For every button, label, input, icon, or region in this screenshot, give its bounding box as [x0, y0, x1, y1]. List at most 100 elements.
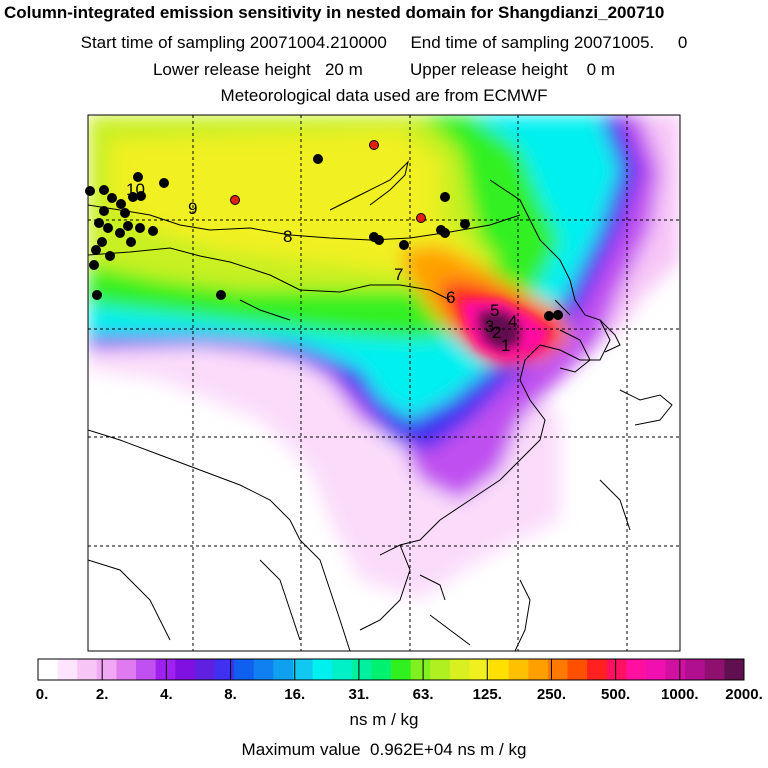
colorbar-segment	[351, 659, 372, 680]
trajectory-label: 2	[492, 323, 501, 342]
trajectory-dot	[120, 208, 130, 218]
colorbar-tick-label: 500.	[601, 686, 631, 703]
colorbar-tick-label: 2000.	[725, 686, 763, 703]
meteo-source-line: Meteorological data used are from ECMWF	[220, 86, 548, 105]
colorbar-segment	[312, 659, 333, 680]
colorbar-tick-label: 2.	[95, 686, 109, 703]
colorbar-tick-label: 8.	[224, 686, 237, 703]
colorbar-segment	[469, 659, 490, 680]
trajectory-label: 7	[394, 265, 403, 284]
maximum-value-line: Maximum value 0.962E+04 ns m / kg	[241, 740, 527, 759]
trajectory-dot	[115, 228, 125, 238]
plot-title: Column-integrated emission sensitivity i…	[4, 3, 665, 22]
colorbar-units: ns m / kg	[349, 710, 419, 729]
sampling-time-line: Start time of sampling 20071004.210000 E…	[80, 33, 688, 52]
trajectory-dot	[116, 199, 126, 209]
colorbar-tick-label: 63.	[412, 686, 434, 703]
trajectory-dot	[85, 186, 95, 196]
emission-sensitivity-field	[88, 115, 680, 651]
trajectory-dot	[374, 235, 384, 245]
trajectory-dot	[97, 237, 107, 247]
trajectory-dot	[553, 310, 563, 320]
colorbar-segment	[685, 659, 706, 680]
colorbar-segment	[704, 659, 725, 680]
trajectory-dot	[91, 245, 101, 255]
trajectory-dot	[99, 185, 109, 195]
colorbar-tick-label: 0.	[35, 686, 49, 703]
colorbar-segment	[391, 659, 412, 680]
trajectory-dot	[440, 228, 450, 238]
trajectory-dot	[89, 260, 99, 270]
colorbar-segment	[547, 659, 568, 680]
colorbar-segment	[273, 659, 294, 680]
colorbar-segment	[175, 659, 196, 680]
colorbar-segment	[430, 659, 451, 680]
colorbar-segment	[410, 659, 431, 680]
trajectory-label: 8	[283, 227, 292, 246]
trajectory-dot	[103, 223, 113, 233]
coastlines-and-borders	[88, 160, 673, 651]
colorbar-tick-label: 4.	[160, 686, 173, 703]
trajectory-dot	[123, 221, 133, 231]
colorbar-segment	[371, 659, 392, 680]
trajectory-dot-highlight	[369, 140, 379, 150]
colorbar-tick-label: 1000.	[661, 686, 699, 703]
colorbar-segment	[214, 659, 235, 680]
colorbar-tick-label: 16.	[284, 686, 306, 703]
trajectory-dot	[460, 219, 470, 229]
colorbar-segment	[116, 659, 137, 680]
colorbar-tick-label: 250.	[536, 686, 567, 703]
trajectory-label: 10	[126, 180, 145, 199]
colorbar-segment	[626, 659, 647, 680]
trajectory-label: 4	[508, 312, 517, 331]
release-height-line: Lower release height 20 m Upper release …	[152, 60, 616, 79]
trajectory-dot	[313, 154, 323, 164]
lat-lon-grid	[88, 115, 680, 651]
colorbar-tick-label: 31.	[348, 686, 370, 703]
colorbar-segment	[136, 659, 157, 680]
trajectory-dot	[107, 193, 117, 203]
trajectory-dot	[94, 218, 104, 228]
colorbar-segment	[587, 659, 608, 680]
colorbar-segment	[528, 659, 549, 680]
trajectory-dots	[85, 140, 563, 321]
colorbar-border	[37, 658, 745, 681]
colorbar-segment	[292, 659, 314, 680]
colorbar-segment	[508, 659, 529, 680]
colorbar-segment	[194, 659, 215, 680]
colorbar-segment	[77, 659, 98, 680]
trajectory-label: 6	[446, 288, 455, 307]
trajectory-dot	[159, 178, 169, 188]
colorbar-segment	[38, 659, 59, 680]
colorbar-segment	[606, 659, 627, 680]
colorbar-segment	[155, 659, 176, 680]
colorbar-segment	[57, 659, 78, 680]
trajectory-dot	[105, 251, 115, 261]
trajectory-dot	[544, 311, 554, 321]
colorbar-segment	[332, 659, 353, 680]
trajectory-dot	[440, 192, 450, 202]
trajectory-dot	[399, 240, 409, 250]
trajectory-dot	[133, 172, 143, 182]
trajectory-label: 3	[485, 317, 494, 336]
trajectory-dot	[136, 191, 146, 201]
trajectory-dot-highlight	[230, 195, 240, 205]
trajectory-dot	[126, 237, 136, 247]
trajectory-dot	[148, 226, 158, 236]
trajectory-dot-highlight	[416, 213, 426, 223]
trajectory-label: 1	[501, 336, 510, 355]
colorbar-segment	[234, 659, 255, 680]
trajectory-label: 5	[490, 301, 499, 320]
colorbar-segment	[449, 659, 470, 680]
map-frame	[87, 114, 681, 652]
colorbar-tick-label: 125.	[472, 686, 502, 703]
trajectory-dot	[216, 290, 226, 300]
colorbar-segment	[253, 659, 274, 680]
colorbar	[37, 658, 745, 681]
colorbar-segment	[724, 659, 745, 680]
colorbar-segment	[489, 659, 510, 680]
colorbar-segment	[645, 659, 667, 680]
trajectory-dot	[99, 206, 109, 216]
